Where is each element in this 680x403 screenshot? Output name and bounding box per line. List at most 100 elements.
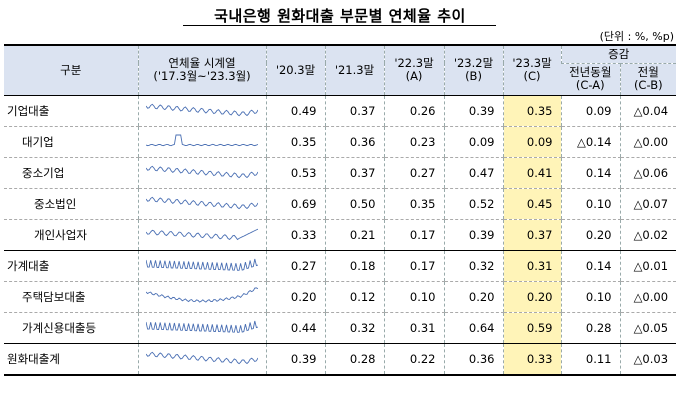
value-2023-02: 0.20 xyxy=(443,281,503,313)
value-2023-03: 0.45 xyxy=(502,188,561,220)
header-yoy-label: 전년동월 xyxy=(569,65,612,79)
value-2020-03: 0.33 xyxy=(265,219,325,251)
table-row: 대기업 0.35 0.36 0.23 0.09 0.09 △0.14 △0.00 xyxy=(4,126,677,158)
table-row: 주택담보대출 0.20 0.12 0.10 0.20 0.20 0.10 △0.00 xyxy=(4,281,677,313)
row-label: 개인사업자 xyxy=(4,219,138,251)
value-mom-change: △0.07 xyxy=(619,188,677,220)
value-2020-03: 0.44 xyxy=(265,312,325,344)
unit-note: (단위 : %, %p) xyxy=(599,30,674,43)
value-2023-03: 0.37 xyxy=(502,219,561,251)
value-2020-03: 0.20 xyxy=(265,281,325,313)
row-label: 기업대출 xyxy=(4,95,138,127)
value-yoy-change: 0.10 xyxy=(560,281,620,313)
title-underline xyxy=(183,25,496,26)
header-trend-title: 연체율 시계열 xyxy=(168,56,236,71)
value-mom-change: △0.05 xyxy=(619,312,677,344)
value-mom-change: △0.00 xyxy=(619,126,677,158)
value-yoy-change: 0.20 xyxy=(560,219,620,251)
header-mom-formula: (C-B) xyxy=(633,78,663,92)
value-2021-03: 0.21 xyxy=(324,219,384,251)
header-p3-date: '22.3말 xyxy=(394,56,434,71)
sparkline xyxy=(137,188,266,220)
sparkline xyxy=(137,157,266,189)
value-2022-03: 0.17 xyxy=(383,250,444,282)
value-2021-03: 0.37 xyxy=(324,157,384,189)
value-mom-change: △0.06 xyxy=(619,157,677,189)
sparkline-chart xyxy=(146,196,258,209)
header-mom-label: 전월 xyxy=(637,65,659,79)
value-2021-03: 0.12 xyxy=(324,281,384,313)
sparkline-chart xyxy=(146,134,258,146)
value-2022-03: 0.23 xyxy=(383,126,444,158)
header-yoy-formula: (C-A) xyxy=(575,78,605,92)
value-2020-03: 0.69 xyxy=(265,188,325,220)
sparkline xyxy=(137,126,266,158)
header-p5: '23.3말 (C) xyxy=(502,44,561,96)
value-2020-03: 0.27 xyxy=(265,250,325,282)
header-p5-code: (C) xyxy=(523,69,541,84)
value-2022-03: 0.22 xyxy=(383,343,444,376)
header-p4: '23.2말 (B) xyxy=(443,44,503,96)
value-2023-03: 0.20 xyxy=(502,281,561,313)
value-2020-03: 0.53 xyxy=(265,157,325,189)
value-2022-03: 0.31 xyxy=(383,312,444,344)
header-yoy: 전년동월 (C-A) xyxy=(561,63,620,96)
value-2023-03: 0.33 xyxy=(502,343,561,376)
header-p2: '21.3말 xyxy=(324,44,384,96)
value-2023-03: 0.09 xyxy=(502,126,561,158)
sparkline-chart xyxy=(146,228,258,240)
value-2023-03: 0.41 xyxy=(502,157,561,189)
header-trend: 연체율 시계열 ('17.3월~'23.3월) xyxy=(137,44,266,96)
row-label: 중소법인 xyxy=(4,188,138,220)
delinquency-table: 구분 연체율 시계열 ('17.3월~'23.3월) '20.3말 '21.3말… xyxy=(4,44,677,376)
value-yoy-change: 0.11 xyxy=(560,343,620,376)
value-2023-02: 0.39 xyxy=(443,219,503,251)
row-label: 가계신용대출등 xyxy=(4,312,138,344)
value-2023-02: 0.64 xyxy=(443,312,503,344)
value-2023-02: 0.36 xyxy=(443,343,503,376)
value-2023-02: 0.09 xyxy=(443,126,503,158)
sparkline xyxy=(137,343,266,376)
row-label: 가계대출 xyxy=(4,250,138,282)
table-row: 가계신용대출등 0.44 0.32 0.31 0.64 0.59 0.28 △0.05 xyxy=(4,312,677,344)
value-2023-03: 0.35 xyxy=(502,95,561,127)
header-p4-date: '23.2말 xyxy=(453,56,494,71)
sparkline-chart xyxy=(146,103,258,116)
value-mom-change: △0.03 xyxy=(619,343,677,376)
value-yoy-change: 0.14 xyxy=(560,250,620,282)
header-p4-code: (B) xyxy=(465,69,482,84)
sparkline xyxy=(137,281,266,313)
table-row: 가계대출 0.27 0.18 0.17 0.32 0.31 0.14 △0.01 xyxy=(4,250,677,282)
report-title: 국내은행 원화대출 부문별 연체율 추이 xyxy=(214,7,466,25)
sparkline xyxy=(137,95,266,127)
value-2023-03: 0.31 xyxy=(502,250,561,282)
value-2023-03: 0.59 xyxy=(502,312,561,344)
value-2021-03: 0.37 xyxy=(324,95,384,127)
sparkline xyxy=(137,312,266,344)
table-row: 원화대출계 0.39 0.28 0.22 0.36 0.33 0.11 △0.03 xyxy=(4,343,677,376)
header-p1: '20.3말 xyxy=(265,44,325,96)
row-label: 중소기업 xyxy=(4,157,138,189)
table-row: 기업대출 0.49 0.37 0.26 0.39 0.35 0.09 △0.04 xyxy=(4,95,677,127)
sparkline-chart xyxy=(146,286,258,303)
value-2023-02: 0.52 xyxy=(443,188,503,220)
value-yoy-change: 0.14 xyxy=(560,157,620,189)
header-change: 증감 xyxy=(560,44,677,64)
header-p5-date: '23.3말 xyxy=(512,56,552,71)
row-label: 대기업 xyxy=(4,126,138,158)
value-2021-03: 0.18 xyxy=(324,250,384,282)
sparkline-chart xyxy=(146,165,258,178)
value-2021-03: 0.32 xyxy=(324,312,384,344)
table-row: 중소법인 0.69 0.50 0.35 0.52 0.45 0.10 △0.07 xyxy=(4,188,677,220)
value-2023-02: 0.39 xyxy=(443,95,503,127)
sparkline xyxy=(137,250,266,282)
value-yoy-change: △0.14 xyxy=(560,126,620,158)
sparkline-chart xyxy=(146,351,258,364)
header-trend-range: ('17.3월~'23.3월) xyxy=(153,69,251,84)
value-2022-03: 0.27 xyxy=(383,157,444,189)
header-category: 구분 xyxy=(4,44,138,96)
value-2022-03: 0.17 xyxy=(383,219,444,251)
value-mom-change: △0.04 xyxy=(619,95,677,127)
sparkline-chart xyxy=(146,258,258,271)
sparkline-chart xyxy=(146,320,258,333)
